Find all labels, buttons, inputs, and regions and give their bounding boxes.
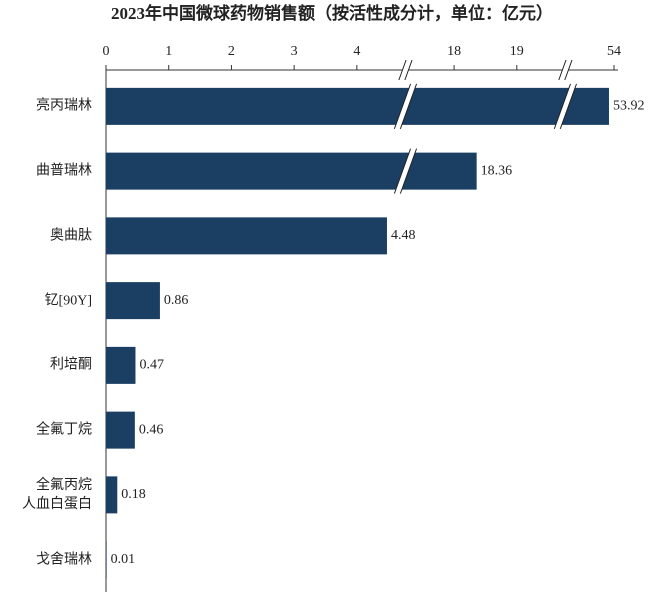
- bar: [106, 217, 387, 255]
- bar-break-gap: [394, 83, 417, 129]
- bar: [106, 152, 477, 190]
- bar-break: [399, 83, 418, 130]
- y-tick-label: 钇[90Y]: [44, 293, 92, 309]
- value-label: 0.86: [164, 293, 189, 308]
- y-tick-label: 全氟丙烷 人血白蛋白: [22, 477, 92, 512]
- x-tick-label: 1: [165, 44, 172, 59]
- axis-break: [564, 59, 573, 81]
- bar-break: [393, 83, 412, 130]
- value-label: 0.18: [121, 487, 145, 502]
- value-label: 53.92: [613, 99, 645, 114]
- bar-break: [559, 83, 577, 130]
- x-tick-label: 4: [353, 44, 360, 59]
- axis-break-gap: [398, 60, 413, 80]
- value-label: 4.48: [391, 228, 416, 243]
- chart-title: 2023年中国微球药物销售额（按活性成分计，单位：亿元）: [111, 3, 553, 23]
- bar: [106, 411, 135, 449]
- x-tick-label: 3: [291, 44, 298, 59]
- y-tick-label: 全氟丁烷: [36, 422, 92, 438]
- bar-break: [393, 148, 412, 194]
- x-tick-label: 2: [228, 44, 235, 59]
- y-tick-label: 亮丙瑞林: [36, 98, 92, 114]
- bar: [106, 541, 107, 579]
- axis-break: [404, 59, 413, 81]
- axis-break: [398, 59, 407, 81]
- value-label: 18.36: [481, 163, 513, 178]
- x-tick-label: 0: [103, 44, 110, 59]
- axis-break: [558, 59, 567, 81]
- y-tick-label: 利培酮: [50, 357, 92, 373]
- bar: [106, 346, 136, 384]
- bar-break-gap: [394, 148, 417, 194]
- axis-break-gap: [558, 60, 572, 80]
- value-label: 0.47: [139, 358, 164, 373]
- bar: [106, 282, 160, 320]
- bar-break-gap: [554, 83, 577, 129]
- y-tick-label: 奥曲肽: [50, 228, 92, 244]
- bar: [106, 87, 609, 125]
- x-tick-label: 19: [510, 44, 524, 59]
- y-tick-label: 戈舍瑞林: [36, 552, 92, 568]
- bar-break: [553, 83, 571, 130]
- x-tick-label: 54: [607, 44, 621, 59]
- x-tick-label: 18: [447, 44, 461, 59]
- value-label: 0.01: [111, 552, 136, 567]
- value-label: 0.46: [139, 422, 164, 437]
- bar: [106, 476, 118, 514]
- bar-break: [399, 148, 418, 194]
- y-tick-label: 曲普瑞林: [36, 163, 92, 179]
